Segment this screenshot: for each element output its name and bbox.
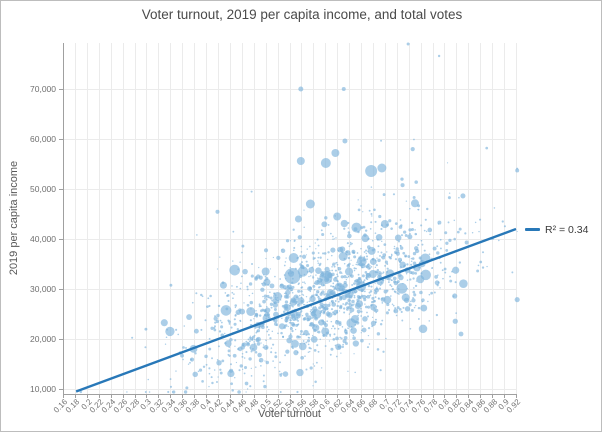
y-tick-label: 70,000 <box>30 84 56 94</box>
y-axis-title: 2019 per capita income <box>8 160 20 276</box>
y-tick-label: 30,000 <box>30 284 56 294</box>
r2-value-label: R² = 0.34 <box>545 223 589 236</box>
y-tick-label: 40,000 <box>30 234 56 244</box>
trendline-swatch <box>525 228 540 231</box>
y-tick-label: 20,000 <box>30 334 56 344</box>
y-tick-label: 50,000 <box>30 184 56 194</box>
trendline-legend: R² = 0.34 <box>525 223 588 236</box>
y-tick-label: 10,000 <box>30 384 56 394</box>
x-axis-title: Voter turnout <box>258 408 321 420</box>
y-tick-label: 60,000 <box>30 134 56 144</box>
